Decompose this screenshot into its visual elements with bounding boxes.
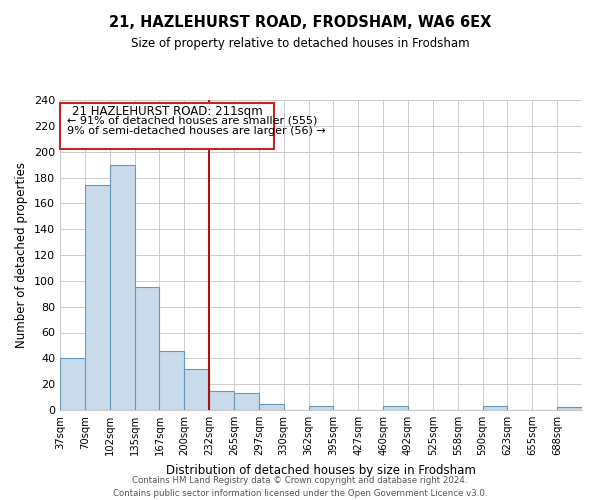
Text: Size of property relative to detached houses in Frodsham: Size of property relative to detached ho…: [131, 38, 469, 51]
Bar: [184, 368, 209, 410]
Text: 9% of semi-detached houses are larger (56) →: 9% of semi-detached houses are larger (5…: [67, 126, 326, 136]
Text: 21 HAZLEHURST ROAD: 211sqm: 21 HAZLEHURST ROAD: 211sqm: [71, 105, 262, 118]
Bar: [160, 350, 184, 410]
Bar: [482, 406, 508, 410]
Bar: [134, 288, 160, 410]
Bar: [234, 393, 259, 410]
Bar: [60, 358, 85, 410]
Bar: [557, 408, 582, 410]
Y-axis label: Number of detached properties: Number of detached properties: [16, 162, 28, 348]
Bar: [85, 185, 110, 410]
Bar: [259, 404, 284, 410]
Bar: [383, 406, 408, 410]
Text: Contains HM Land Registry data © Crown copyright and database right 2024.
Contai: Contains HM Land Registry data © Crown c…: [113, 476, 487, 498]
Text: ← 91% of detached houses are smaller (555): ← 91% of detached houses are smaller (55…: [67, 116, 318, 126]
Text: 21, HAZLEHURST ROAD, FRODSHAM, WA6 6EX: 21, HAZLEHURST ROAD, FRODSHAM, WA6 6EX: [109, 15, 491, 30]
Bar: [209, 390, 234, 410]
X-axis label: Distribution of detached houses by size in Frodsham: Distribution of detached houses by size …: [166, 464, 476, 476]
Bar: [110, 164, 134, 410]
FancyBboxPatch shape: [60, 102, 274, 149]
Bar: [308, 406, 334, 410]
